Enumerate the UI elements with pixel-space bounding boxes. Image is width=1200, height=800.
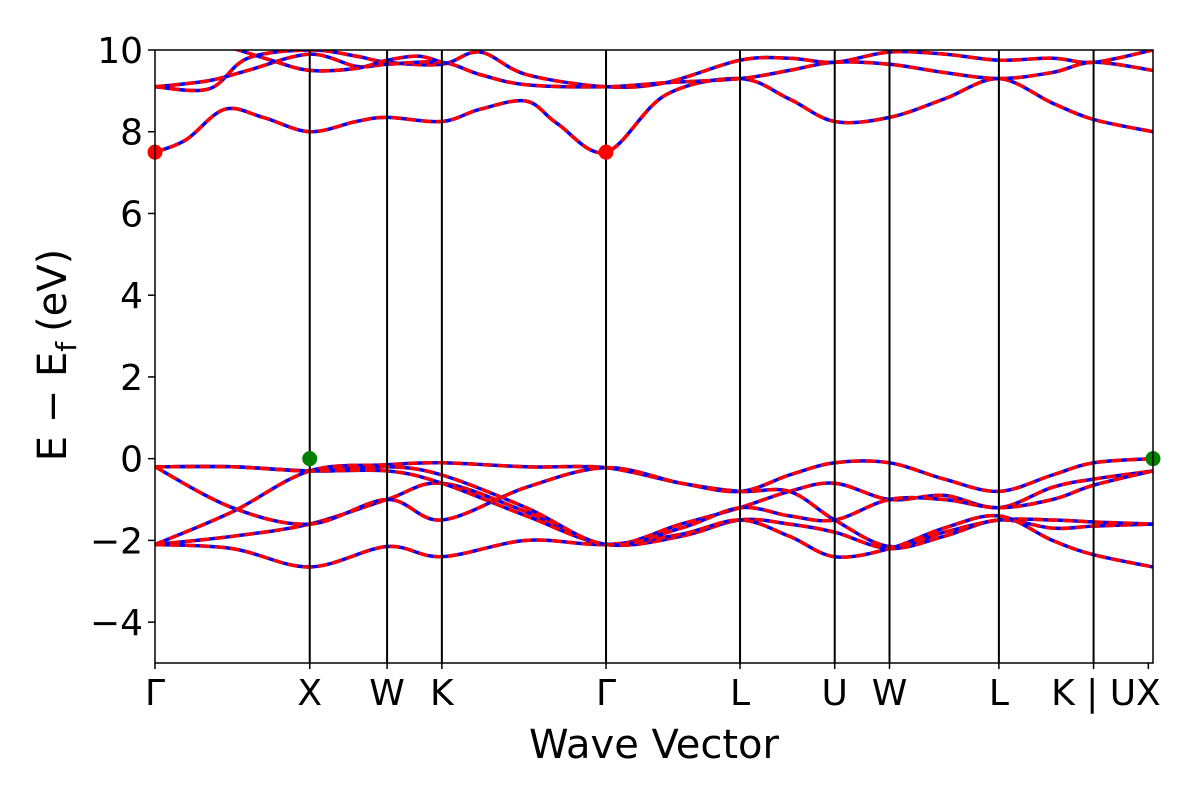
band-6-spin-down — [155, 464, 1153, 547]
y-axis-label: E − Ef (eV) — [30, 249, 83, 462]
x-tick-label: K — [430, 673, 455, 714]
cbm-marker-2 — [598, 144, 614, 160]
x-tick-label: U — [822, 673, 848, 714]
y-axis-label-main: E − E — [30, 352, 76, 462]
kpoint-lines — [308, 50, 1095, 663]
y-axis-label-unit: (eV) — [30, 249, 76, 332]
vbm-marker-1 — [302, 451, 318, 467]
plot-frame — [154, 49, 1154, 664]
x-tick-label: W — [872, 673, 908, 714]
band-4-spin-down — [155, 465, 1153, 549]
y-tick-label: 0 — [120, 440, 143, 481]
x-tick-label: X — [1136, 673, 1161, 714]
y-tick-label: 6 — [120, 194, 143, 235]
band-2-spin-down — [155, 456, 1153, 547]
y-tick-label: 8 — [120, 113, 143, 154]
x-tick-label: W — [369, 673, 405, 714]
y-tick-label: 10 — [97, 31, 143, 72]
x-tick-label: X — [297, 673, 322, 714]
extrema-markers — [147, 144, 1161, 467]
x-tick-label: Γ — [596, 673, 616, 714]
bands-layer — [155, 50, 1153, 569]
x-tick-label: L — [989, 673, 1009, 714]
band-5-spin-down — [155, 513, 1153, 569]
band-7-spin-down — [155, 76, 1153, 155]
y-axis-ticks: −4 −2 0 2 4 6 8 10 — [90, 31, 155, 644]
x-tick-label: K | U — [1051, 673, 1136, 714]
x-axis-label: Wave Vector — [529, 722, 780, 768]
y-tick-label: −4 — [90, 603, 143, 644]
band-9-spin-down — [155, 52, 1153, 89]
y-tick-label: −2 — [90, 521, 143, 562]
x-tick-label: L — [730, 673, 750, 714]
band-10-spin-down — [232, 50, 443, 73]
x-tick-label: Γ — [145, 673, 165, 714]
y-tick-label: 4 — [120, 276, 143, 317]
y-tick-label: 2 — [120, 358, 143, 399]
band-7-spin-up — [155, 76, 1153, 155]
y-axis-label-subscript: f — [50, 341, 83, 352]
